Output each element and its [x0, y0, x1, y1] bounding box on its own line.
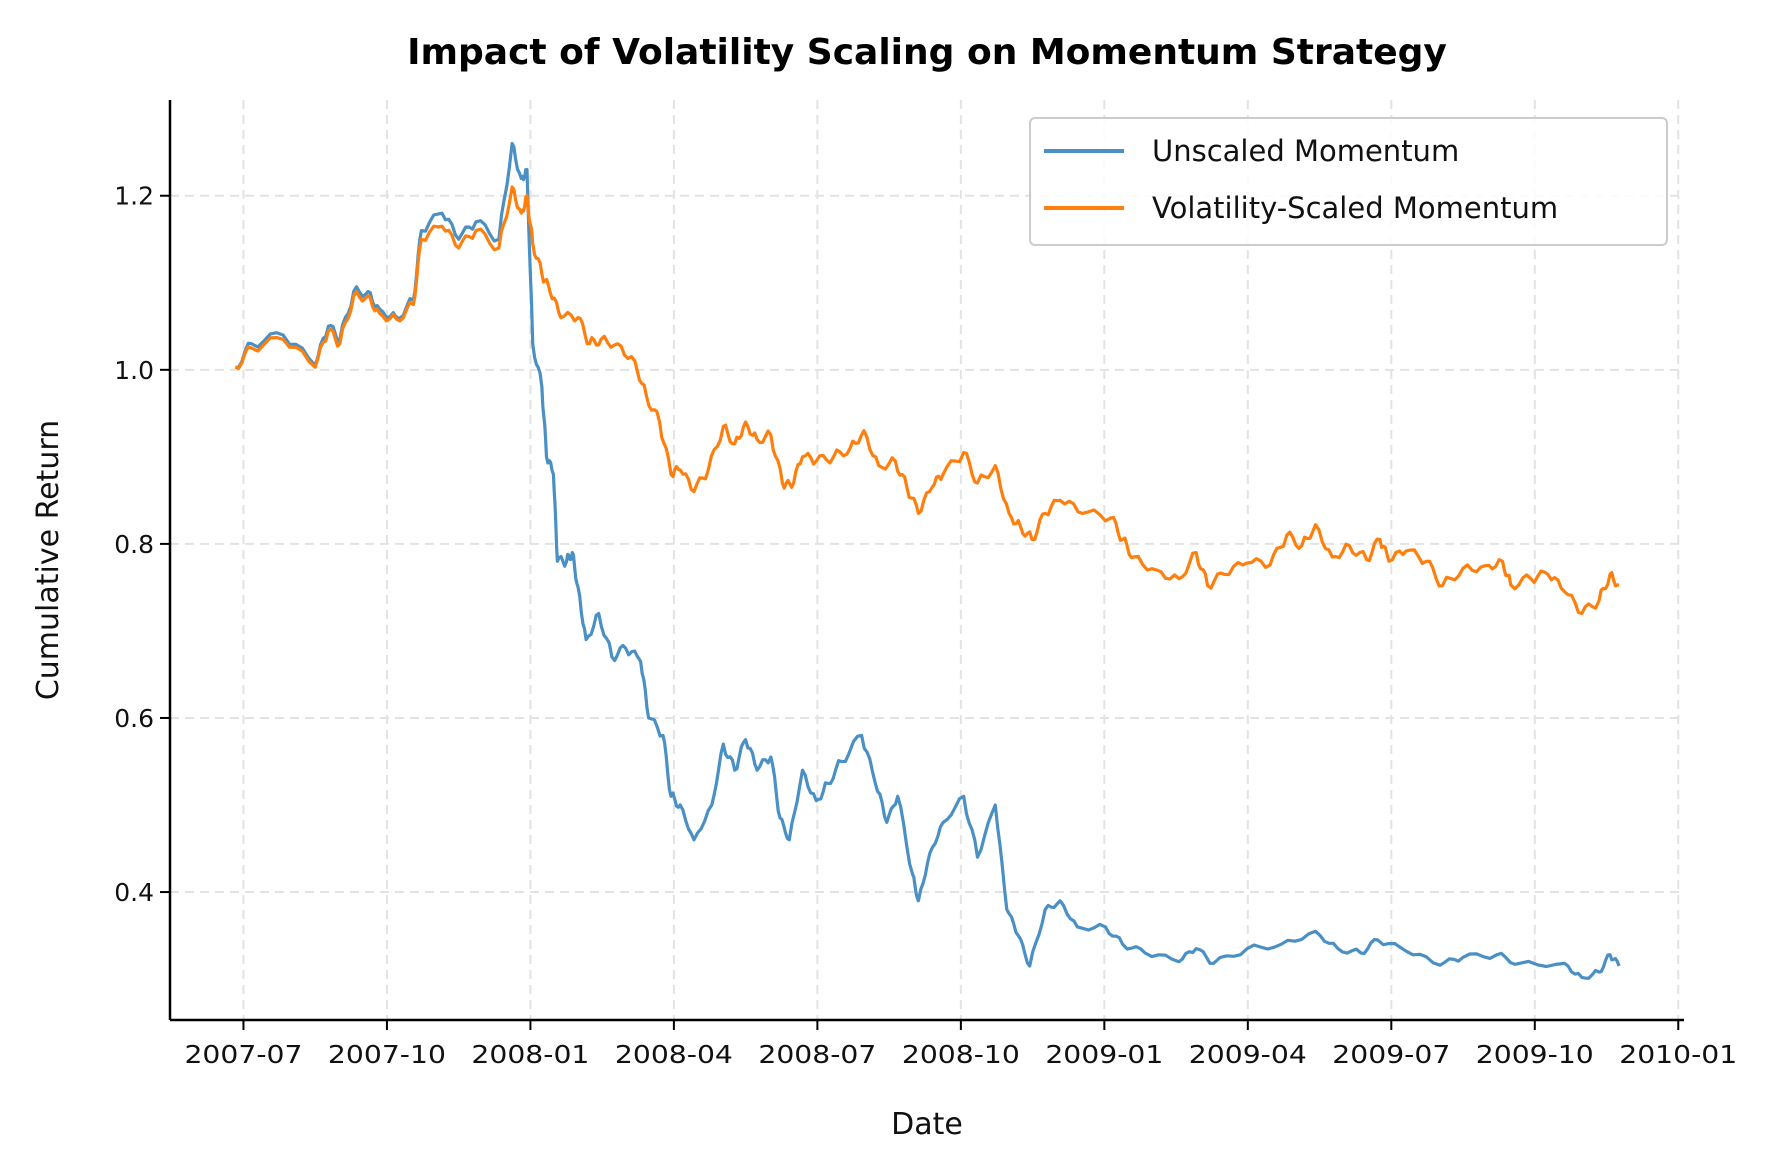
series-group [234, 141, 1621, 980]
legend: Unscaled Momentum Volatility-Scaled Mome… [1029, 117, 1668, 246]
legend-label-vol-scaled: Volatility-Scaled Momentum [1152, 191, 1558, 225]
y-tick-label: 1.0 [114, 356, 154, 385]
series-line-vol-scaled [234, 185, 1620, 616]
x-tick-label: 2009-01 [1045, 1040, 1163, 1069]
x-tick-label: 2007-07 [184, 1040, 302, 1069]
y-tick-label: 0.4 [114, 878, 154, 907]
x-tick-label: 2008-01 [471, 1040, 589, 1069]
y-tick-label: 0.8 [114, 530, 154, 559]
y-tick-label: 1.2 [114, 182, 154, 211]
x-tick-label: 2009-07 [1332, 1040, 1450, 1069]
x-tick-label: 2009-04 [1189, 1040, 1307, 1069]
grid [170, 100, 1684, 1020]
x-tick-label: 2008-07 [758, 1040, 876, 1069]
x-tick-label: 2008-10 [902, 1040, 1020, 1069]
x-tick-label: 2008-04 [615, 1040, 733, 1069]
x-tick-label: 2007-10 [328, 1040, 446, 1069]
x-tick-label: 2009-10 [1476, 1040, 1594, 1069]
y-axis-label: Cumulative Return [31, 420, 66, 700]
axes: 2007-07 2007-10 2008-01 2008-04 2008-07 2008-… [114, 100, 1737, 1069]
x-axis-label: Date [891, 1107, 963, 1142]
y-tick-label: 0.6 [114, 704, 154, 733]
series-line-unscaled [235, 141, 1621, 980]
chart-title: Impact of Volatility Scaling on Momentum… [407, 32, 1447, 73]
x-tick-label: 2010-01 [1619, 1040, 1737, 1069]
legend-label-unscaled: Unscaled Momentum [1152, 134, 1459, 168]
legend-box [1029, 117, 1668, 246]
